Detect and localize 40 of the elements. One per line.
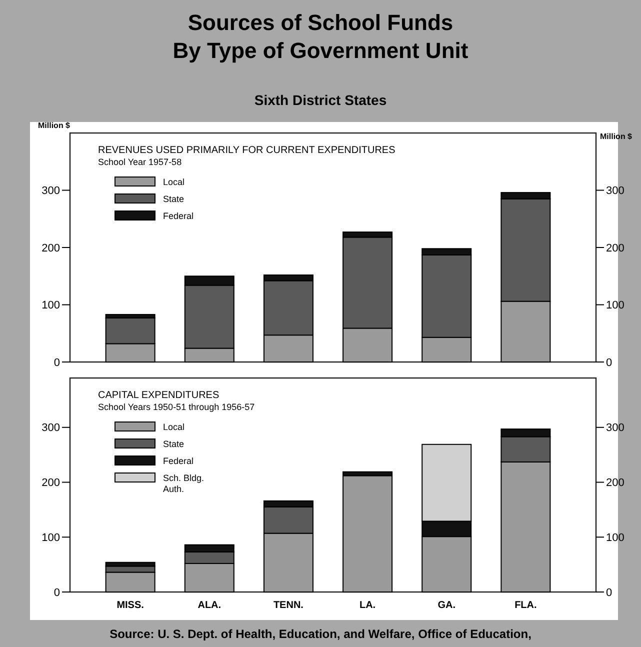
- legend-label: Sch. Bldg. Auth.: [163, 473, 204, 494]
- y2-tick-label: 200: [606, 242, 624, 254]
- legend-label: Federal: [163, 211, 194, 221]
- x-tick-label: TENN.: [273, 600, 304, 611]
- text: REVENUES USED PRIMARILY FOR CURRENT EXPENDITURES: [98, 145, 396, 156]
- legend-label: Federal: [163, 456, 194, 466]
- source-note: Source: U. S. Dept. of Health, Education, and Welfare, Office of Education,: [110, 627, 532, 641]
- y-tick-label: 200: [42, 477, 60, 490]
- y-tick-label: 300: [42, 422, 60, 434]
- y-tick-label: 100: [42, 532, 60, 544]
- source-note: Sources of School Funds: [188, 10, 454, 35]
- bar: [342, 475, 393, 592]
- x-tick-label: ALA.: [198, 600, 222, 611]
- x-tick-label: LA.: [359, 600, 376, 611]
- y-tick-label: 0: [54, 356, 60, 369]
- y-tick-label: 0: [54, 586, 60, 599]
- text: School Year 1957-58: [98, 157, 182, 167]
- y-axis-title: Million $: [38, 121, 71, 130]
- y-tick-label: 300: [42, 185, 60, 198]
- legend-label: Local: [163, 177, 185, 187]
- y2-tick-label: 100: [606, 300, 624, 312]
- y2-tick-label: 300: [606, 185, 624, 198]
- y2-tick-label: 200: [606, 477, 624, 490]
- x-tick-label: FLA.: [514, 600, 538, 611]
- y2-tick-label: 300: [606, 422, 624, 434]
- x-tick-label: GA.: [438, 600, 456, 611]
- legend-label: State: [163, 194, 184, 204]
- y2-tick-label: 0: [606, 356, 612, 369]
- x-tick-label: MISS.: [116, 600, 144, 611]
- y-tick-label: 100: [42, 300, 60, 312]
- text: By Type of Government Unit: [172, 38, 469, 63]
- text: CAPITAL EXPENDITURES: [98, 390, 220, 401]
- legend-label: Local: [163, 422, 185, 432]
- y2-axis-title: Million $: [600, 132, 633, 141]
- y2-tick-label: 100: [606, 532, 624, 544]
- text: School Years 1950-51 through 1956-57: [98, 402, 255, 412]
- text: Sixth District States: [254, 92, 387, 108]
- legend-label: State: [163, 439, 184, 449]
- y-tick-label: 200: [42, 242, 60, 254]
- y2-tick-label: 0: [606, 586, 612, 599]
